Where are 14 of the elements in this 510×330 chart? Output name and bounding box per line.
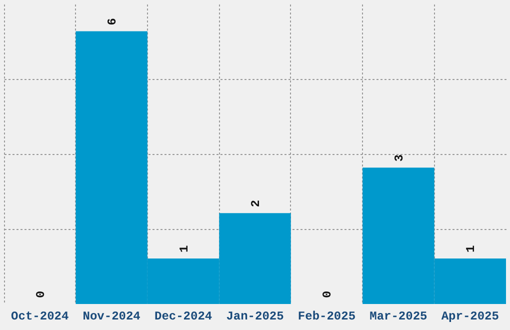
- data-label: 6: [106, 18, 120, 26]
- data-label: 0: [320, 290, 335, 298]
- x-tick-label: Dec-2024: [154, 310, 212, 324]
- x-tick-label: Oct-2024: [11, 310, 69, 324]
- x-tick-label: Feb-2025: [298, 310, 356, 324]
- data-label: 1: [177, 245, 192, 253]
- data-label: 0: [34, 290, 48, 298]
- x-tick-label: Jan-2025: [226, 310, 284, 324]
- data-label: 2: [249, 200, 263, 208]
- x-tick-label: Mar-2025: [370, 310, 428, 324]
- data-label: 1: [464, 245, 478, 253]
- x-tick-label: Apr-2025: [441, 310, 499, 324]
- data-label: 3: [392, 154, 406, 162]
- x-tick-label: Nov-2024: [82, 310, 140, 324]
